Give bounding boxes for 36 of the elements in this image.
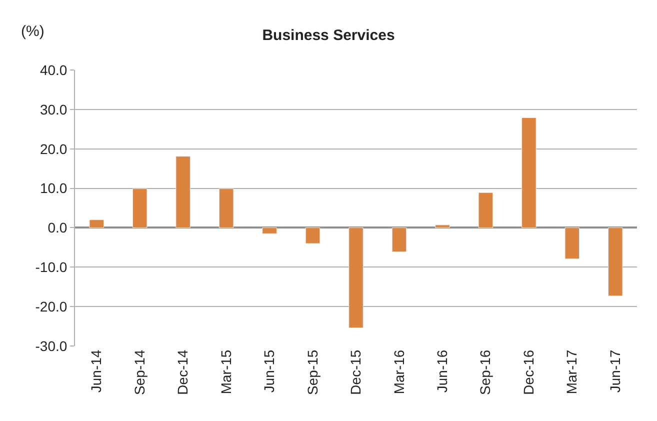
x-tick-label: Mar-17 <box>564 350 580 394</box>
x-tick-label: Mar-15 <box>218 350 234 394</box>
x-tick-label: Jun-16 <box>434 350 450 393</box>
bar <box>348 227 364 328</box>
bar <box>478 192 494 228</box>
chart-title: Business Services <box>262 26 395 44</box>
y-tick-label: -30.0 <box>35 338 68 354</box>
x-tick-label: Jun-17 <box>606 350 623 393</box>
bar <box>522 117 536 228</box>
y-tick-label: 10.0 <box>40 180 68 196</box>
x-tick-label: Dec-14 <box>174 350 191 395</box>
x-tick-label: Mar-16 <box>390 350 407 394</box>
bar <box>305 227 320 244</box>
bar <box>89 220 104 228</box>
bar <box>564 227 580 260</box>
x-tick-label: Sep-15 <box>304 350 320 395</box>
x-tick-label: Dec-15 <box>348 350 364 395</box>
bar <box>392 227 407 252</box>
bar <box>218 188 234 228</box>
bar <box>176 156 190 228</box>
y-tick-label: 0.0 <box>48 220 68 236</box>
y-tick-label: -10.0 <box>35 259 68 276</box>
y-axis-title: (%) <box>21 23 44 40</box>
bar <box>435 224 450 228</box>
x-tick-label: Sep-14 <box>131 350 148 395</box>
bar <box>262 227 277 234</box>
bar <box>132 188 148 228</box>
y-tick-label: 30.0 <box>40 101 68 118</box>
x-tick-label: Jun-14 <box>88 350 104 393</box>
y-tick-label: 40.0 <box>40 62 68 78</box>
bar <box>608 227 623 296</box>
x-tick-label: Sep-16 <box>477 350 494 395</box>
x-tick-label: Dec-16 <box>520 350 536 395</box>
x-tick-label: Jun-15 <box>261 350 278 393</box>
y-tick-label: 20.0 <box>40 140 68 157</box>
y-tick-label: -20.0 <box>35 298 68 314</box>
